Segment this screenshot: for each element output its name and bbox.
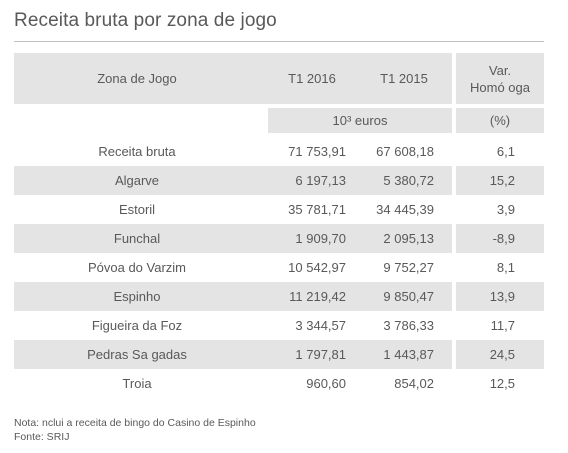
cell-t2016: 6 197,13: [268, 166, 356, 195]
cell-t2015: 854,02: [394, 376, 434, 391]
cell-t2016: 960,60: [306, 376, 346, 391]
table-row: Troia 960,60 854,02 12,5: [14, 369, 544, 398]
cell-zone: Algarve: [14, 166, 260, 195]
cell-t2016: 35 781,71: [288, 202, 346, 217]
cell-variation: 8,1: [496, 260, 515, 275]
title-divider: [14, 41, 544, 42]
cell-variation: 13,9: [456, 282, 544, 311]
unit-percent: (%): [456, 108, 544, 133]
cell-zone: Figueira da Foz: [91, 318, 183, 333]
page-title: Receita bruta por zona de jogo: [14, 10, 277, 31]
cell-zone: Funchal: [14, 224, 260, 253]
header-zone: Zona de Jogo: [14, 53, 260, 104]
cell-zone: Póvoa do Varzim: [87, 260, 187, 275]
cell-zone: Espinho: [14, 282, 260, 311]
footnote-note: Nota: nclui a receita de bingo do Casino…: [14, 417, 256, 429]
cell-t2015: 3 786,33: [383, 318, 434, 333]
cell-t2016: 3 344,57: [295, 318, 346, 333]
table-row: Funchal 1 909,70 2 095,13 -8,9: [14, 224, 544, 253]
table-row: Póvoa do Varzim 10 542,97 9 752,27 8,1: [14, 253, 544, 282]
table-unit-row: 10³ euros (%): [14, 108, 544, 133]
header-variation-line1: Var.: [488, 62, 512, 78]
cell-t2015: 34 445,39: [376, 202, 434, 217]
cell-variation: 3,9: [496, 202, 515, 217]
cell-variation: 6,1: [496, 144, 515, 159]
cell-t2015: 9 850,47: [356, 282, 452, 311]
table-row: Algarve 6 197,13 5 380,72 15,2: [14, 166, 544, 195]
header-variation: Var. Homó oga: [456, 53, 544, 104]
cell-variation: -8,9: [456, 224, 544, 253]
table-header-row: Zona de Jogo T1 2016 T1 2015 Var. Homó o…: [14, 53, 544, 104]
cell-t2016: 11 219,42: [268, 282, 356, 311]
footnotes: Nota: nclui a receita de bingo do Casino…: [14, 416, 256, 444]
cell-variation: 15,2: [456, 166, 544, 195]
cell-t2015: 5 380,72: [356, 166, 452, 195]
table-row: Figueira da Foz 3 344,57 3 786,33 11,7: [14, 311, 544, 340]
cell-t2016: 1 797,81: [268, 340, 356, 369]
header-variation-line2: Homó oga: [470, 79, 530, 95]
cell-t2015: 67 608,18: [376, 144, 434, 159]
footnote-source: Fonte: SRIJ: [14, 431, 70, 443]
cell-zone: Receita bruta: [98, 144, 176, 159]
unit-euros: 10³ euros: [268, 108, 452, 133]
revenue-table: Zona de Jogo T1 2016 T1 2015 Var. Homó o…: [14, 53, 544, 398]
cell-t2015: 2 095,13: [356, 224, 452, 253]
cell-t2015: 1 443,87: [356, 340, 452, 369]
cell-t2015: 9 752,27: [383, 260, 434, 275]
header-t2015: T1 2015: [356, 53, 452, 104]
table-row: Estoril 35 781,71 34 445,39 3,9: [14, 195, 544, 224]
header-t2016: T1 2016: [268, 53, 356, 104]
table-row: Espinho 11 219,42 9 850,47 13,9: [14, 282, 544, 311]
cell-t2016: 71 753,91: [288, 144, 346, 159]
cell-zone: Pedras Sa gadas: [14, 340, 260, 369]
cell-zone: Troia: [122, 376, 152, 391]
cell-zone: Estoril: [118, 202, 156, 217]
cell-variation: 11,7: [490, 318, 515, 333]
cell-t2016: 10 542,97: [288, 260, 346, 275]
cell-variation: 24,5: [456, 340, 544, 369]
cell-t2016: 1 909,70: [268, 224, 356, 253]
cell-variation: 12,5: [489, 376, 515, 391]
table-row: Receita bruta 71 753,91 67 608,18 6,1: [14, 137, 544, 166]
table-row: Pedras Sa gadas 1 797,81 1 443,87 24,5: [14, 340, 544, 369]
